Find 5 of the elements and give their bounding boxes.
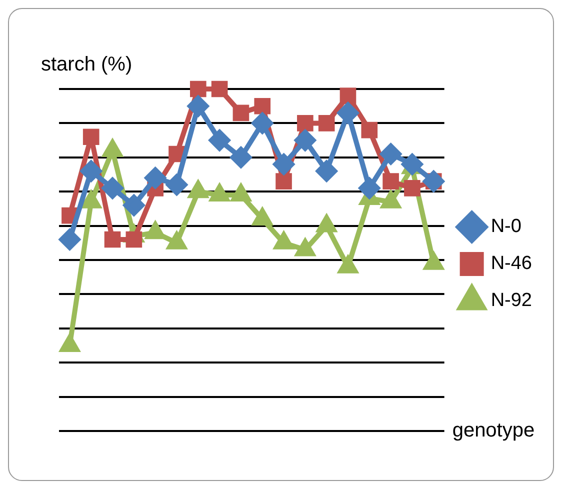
legend-label: N-0 (490, 216, 522, 238)
legend-label: N-46 (490, 253, 532, 274)
legend-label: N-92 (490, 290, 532, 312)
x-axis-title: genotype (452, 420, 535, 442)
y-axis-title: starch (%) (41, 54, 132, 76)
